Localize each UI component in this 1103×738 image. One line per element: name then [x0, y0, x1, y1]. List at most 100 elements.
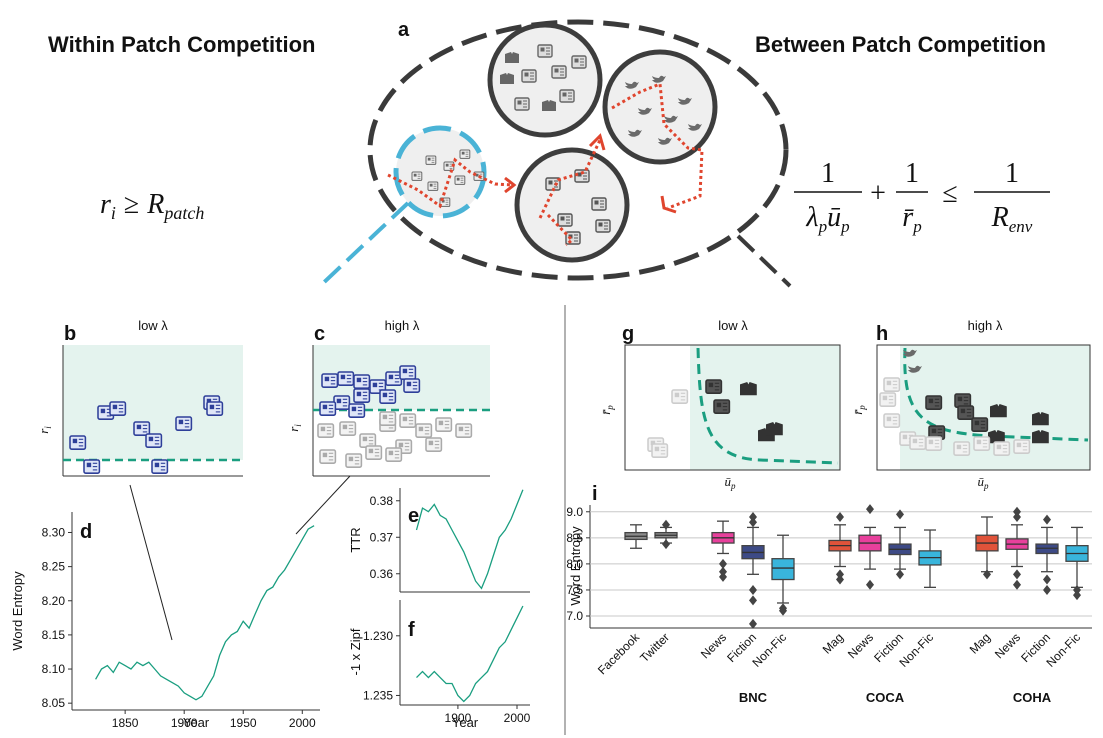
news-icon — [425, 155, 437, 165]
news-icon — [651, 443, 669, 458]
icon-shape — [342, 424, 348, 430]
news-icon — [973, 436, 991, 451]
news-icon — [925, 436, 943, 451]
patch — [602, 49, 718, 165]
x-tick-label: 2000 — [504, 711, 531, 725]
icon-shape — [594, 200, 599, 205]
operator: + — [870, 178, 886, 209]
y-tick-label: 8.15 — [42, 628, 66, 642]
news-icon — [883, 377, 901, 392]
icon-shape — [928, 398, 934, 404]
y-tick-label: 8.10 — [42, 662, 66, 676]
icon-shape — [540, 47, 545, 52]
subscript: p — [983, 481, 989, 491]
news-icon — [571, 55, 587, 69]
subscript: env — [1009, 217, 1033, 236]
panel-letter: f — [408, 619, 415, 641]
news-icon — [109, 401, 127, 416]
icon-shape — [438, 420, 444, 426]
icon-shape — [324, 376, 330, 382]
icon-shape — [716, 402, 722, 408]
icon-shape — [368, 448, 374, 454]
news-icon — [551, 65, 567, 79]
bird-icon — [903, 349, 917, 357]
icon-shape — [388, 374, 394, 380]
zoom-line — [736, 234, 792, 288]
outlier — [1013, 579, 1021, 590]
subscript: p — [818, 217, 828, 236]
panel-letter: c — [314, 323, 325, 345]
within-title: Within Patch Competition — [48, 32, 315, 57]
env-condition: 1 λpūp + 1 r̄p ≤ 1 Renv — [794, 158, 1050, 236]
news-icon — [1013, 439, 1031, 454]
icons — [69, 349, 1049, 474]
icon-shape — [362, 436, 368, 442]
icon-shape — [418, 426, 424, 432]
icon-shape — [1032, 430, 1049, 444]
news-icon — [514, 97, 530, 111]
subscript: p — [840, 217, 850, 236]
y-tick-label: 9.0 — [566, 505, 583, 519]
outlier — [1073, 590, 1081, 601]
news-icon — [365, 445, 383, 460]
bird-icon — [658, 137, 672, 145]
news-icon — [971, 417, 989, 432]
book-icon — [505, 52, 519, 63]
symbol: λ — [805, 202, 818, 233]
news-icon — [954, 393, 972, 408]
boundary — [696, 347, 839, 465]
outlier — [866, 579, 874, 590]
symbol: r̄ — [598, 409, 613, 415]
icon-shape — [976, 439, 982, 445]
icon-shape — [542, 100, 556, 111]
x-tick-label: Non-Fic — [1044, 630, 1084, 670]
icon-shape — [351, 406, 357, 412]
icon-shape — [931, 428, 937, 434]
symbol: ū — [978, 474, 985, 489]
group-label: COHA — [1013, 690, 1052, 705]
icon-shape — [548, 180, 553, 185]
bird-icon — [638, 107, 652, 115]
x-tick-label: Mag — [967, 630, 993, 656]
x-tick-label: 1900 — [171, 716, 198, 730]
icon-shape — [100, 408, 106, 414]
plot-frame — [624, 344, 841, 471]
outlier — [1073, 584, 1081, 595]
icon-shape — [398, 442, 404, 448]
news-icon — [454, 175, 466, 185]
y-axis-label: Word Entropy — [10, 571, 25, 651]
bird-icon — [664, 115, 678, 123]
subscript: p — [605, 405, 615, 411]
symbol: R — [991, 202, 1009, 233]
denominator: r̄p — [902, 202, 921, 236]
y-axis-label: Word Entropy — [568, 526, 583, 606]
news-icon — [574, 169, 590, 183]
icon-shape — [456, 177, 460, 181]
news-icon — [319, 401, 337, 416]
icon-shape — [1016, 442, 1022, 448]
book-icon — [990, 404, 1007, 418]
y-tick-label: 0.37 — [370, 530, 394, 544]
symbol: r — [286, 426, 301, 432]
connector — [295, 475, 351, 535]
bird-icon — [908, 365, 922, 373]
panel-title: high λ — [968, 318, 1003, 333]
icon-shape — [209, 404, 215, 410]
news-icon — [345, 453, 363, 468]
book-icon — [500, 73, 514, 84]
icon-shape — [322, 452, 328, 458]
symbol: R — [146, 189, 164, 220]
icon-shape — [388, 450, 394, 456]
news-icon — [459, 149, 471, 159]
plot-frame — [876, 344, 1091, 471]
icon-shape — [990, 404, 1007, 418]
outlier — [662, 519, 670, 530]
outlier — [779, 605, 787, 616]
news-icon — [879, 392, 897, 407]
news-icon — [435, 417, 453, 432]
group-label: COCA — [866, 690, 905, 705]
symbol: r̄ — [850, 409, 865, 415]
icon-shape — [340, 374, 346, 380]
news-icon — [317, 423, 335, 438]
data-line — [416, 605, 524, 703]
